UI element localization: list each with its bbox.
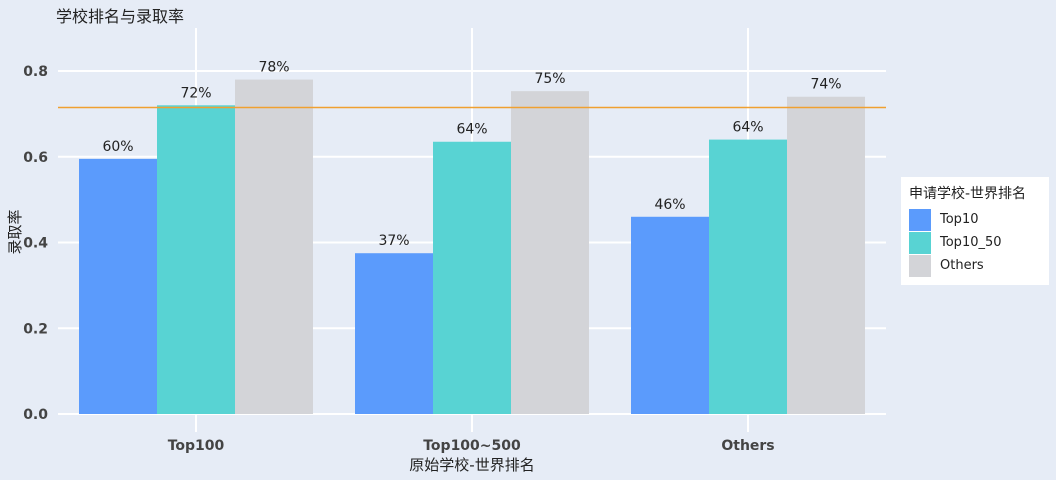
- bar-top10-50: [709, 139, 787, 414]
- bar-others: [235, 79, 313, 414]
- legend-swatch-top10-50: [909, 232, 931, 254]
- x-tick-label: Top100: [168, 438, 225, 454]
- bar-top10: [355, 253, 433, 414]
- legend: 申请学校-世界排名 Top10 Top10_50 Others: [901, 177, 1049, 285]
- legend-label-top10-50: Top10_50: [940, 235, 1002, 250]
- bar-top10: [631, 216, 709, 414]
- y-tick-label: 0.2: [23, 321, 48, 337]
- data-label: 37%: [378, 233, 409, 249]
- data-label: 46%: [654, 197, 685, 213]
- y-tick-label: 0.0: [23, 407, 48, 423]
- y-tick-label: 0.8: [23, 64, 48, 80]
- legend-title: 申请学校-世界排名: [909, 186, 1027, 202]
- legend-swatch-others: [909, 255, 931, 277]
- legend-item-top10: Top10: [909, 209, 1044, 235]
- y-axis-title: 录取率: [6, 209, 24, 254]
- data-label: 72%: [180, 85, 211, 101]
- legend-label-others: Others: [940, 258, 984, 273]
- legend-label-top10: Top10: [940, 212, 979, 227]
- legend-swatch-top10: [909, 209, 931, 231]
- y-tick-label: 0.4: [23, 236, 48, 252]
- legend-item-others: Others: [909, 255, 1044, 281]
- data-label: 75%: [534, 71, 565, 87]
- data-label: 64%: [732, 120, 763, 136]
- x-tick-label: Others: [721, 438, 774, 454]
- bar-top10: [79, 158, 157, 414]
- data-label: 60%: [102, 139, 133, 155]
- bar-top10-50: [157, 105, 235, 415]
- x-axis-title: 原始学校-世界排名: [409, 456, 534, 474]
- bar-others: [511, 91, 589, 415]
- legend-item-top10-50: Top10_50: [909, 232, 1044, 258]
- bar-others: [787, 96, 865, 414]
- bar-top10-50: [433, 141, 511, 414]
- y-tick-label: 0.6: [23, 150, 48, 166]
- data-label: 74%: [810, 77, 841, 93]
- x-tick-label: Top100~500: [423, 438, 521, 454]
- data-label: 78%: [258, 60, 289, 76]
- data-label: 64%: [456, 122, 487, 138]
- chart-title: 学校排名与录取率: [56, 7, 185, 26]
